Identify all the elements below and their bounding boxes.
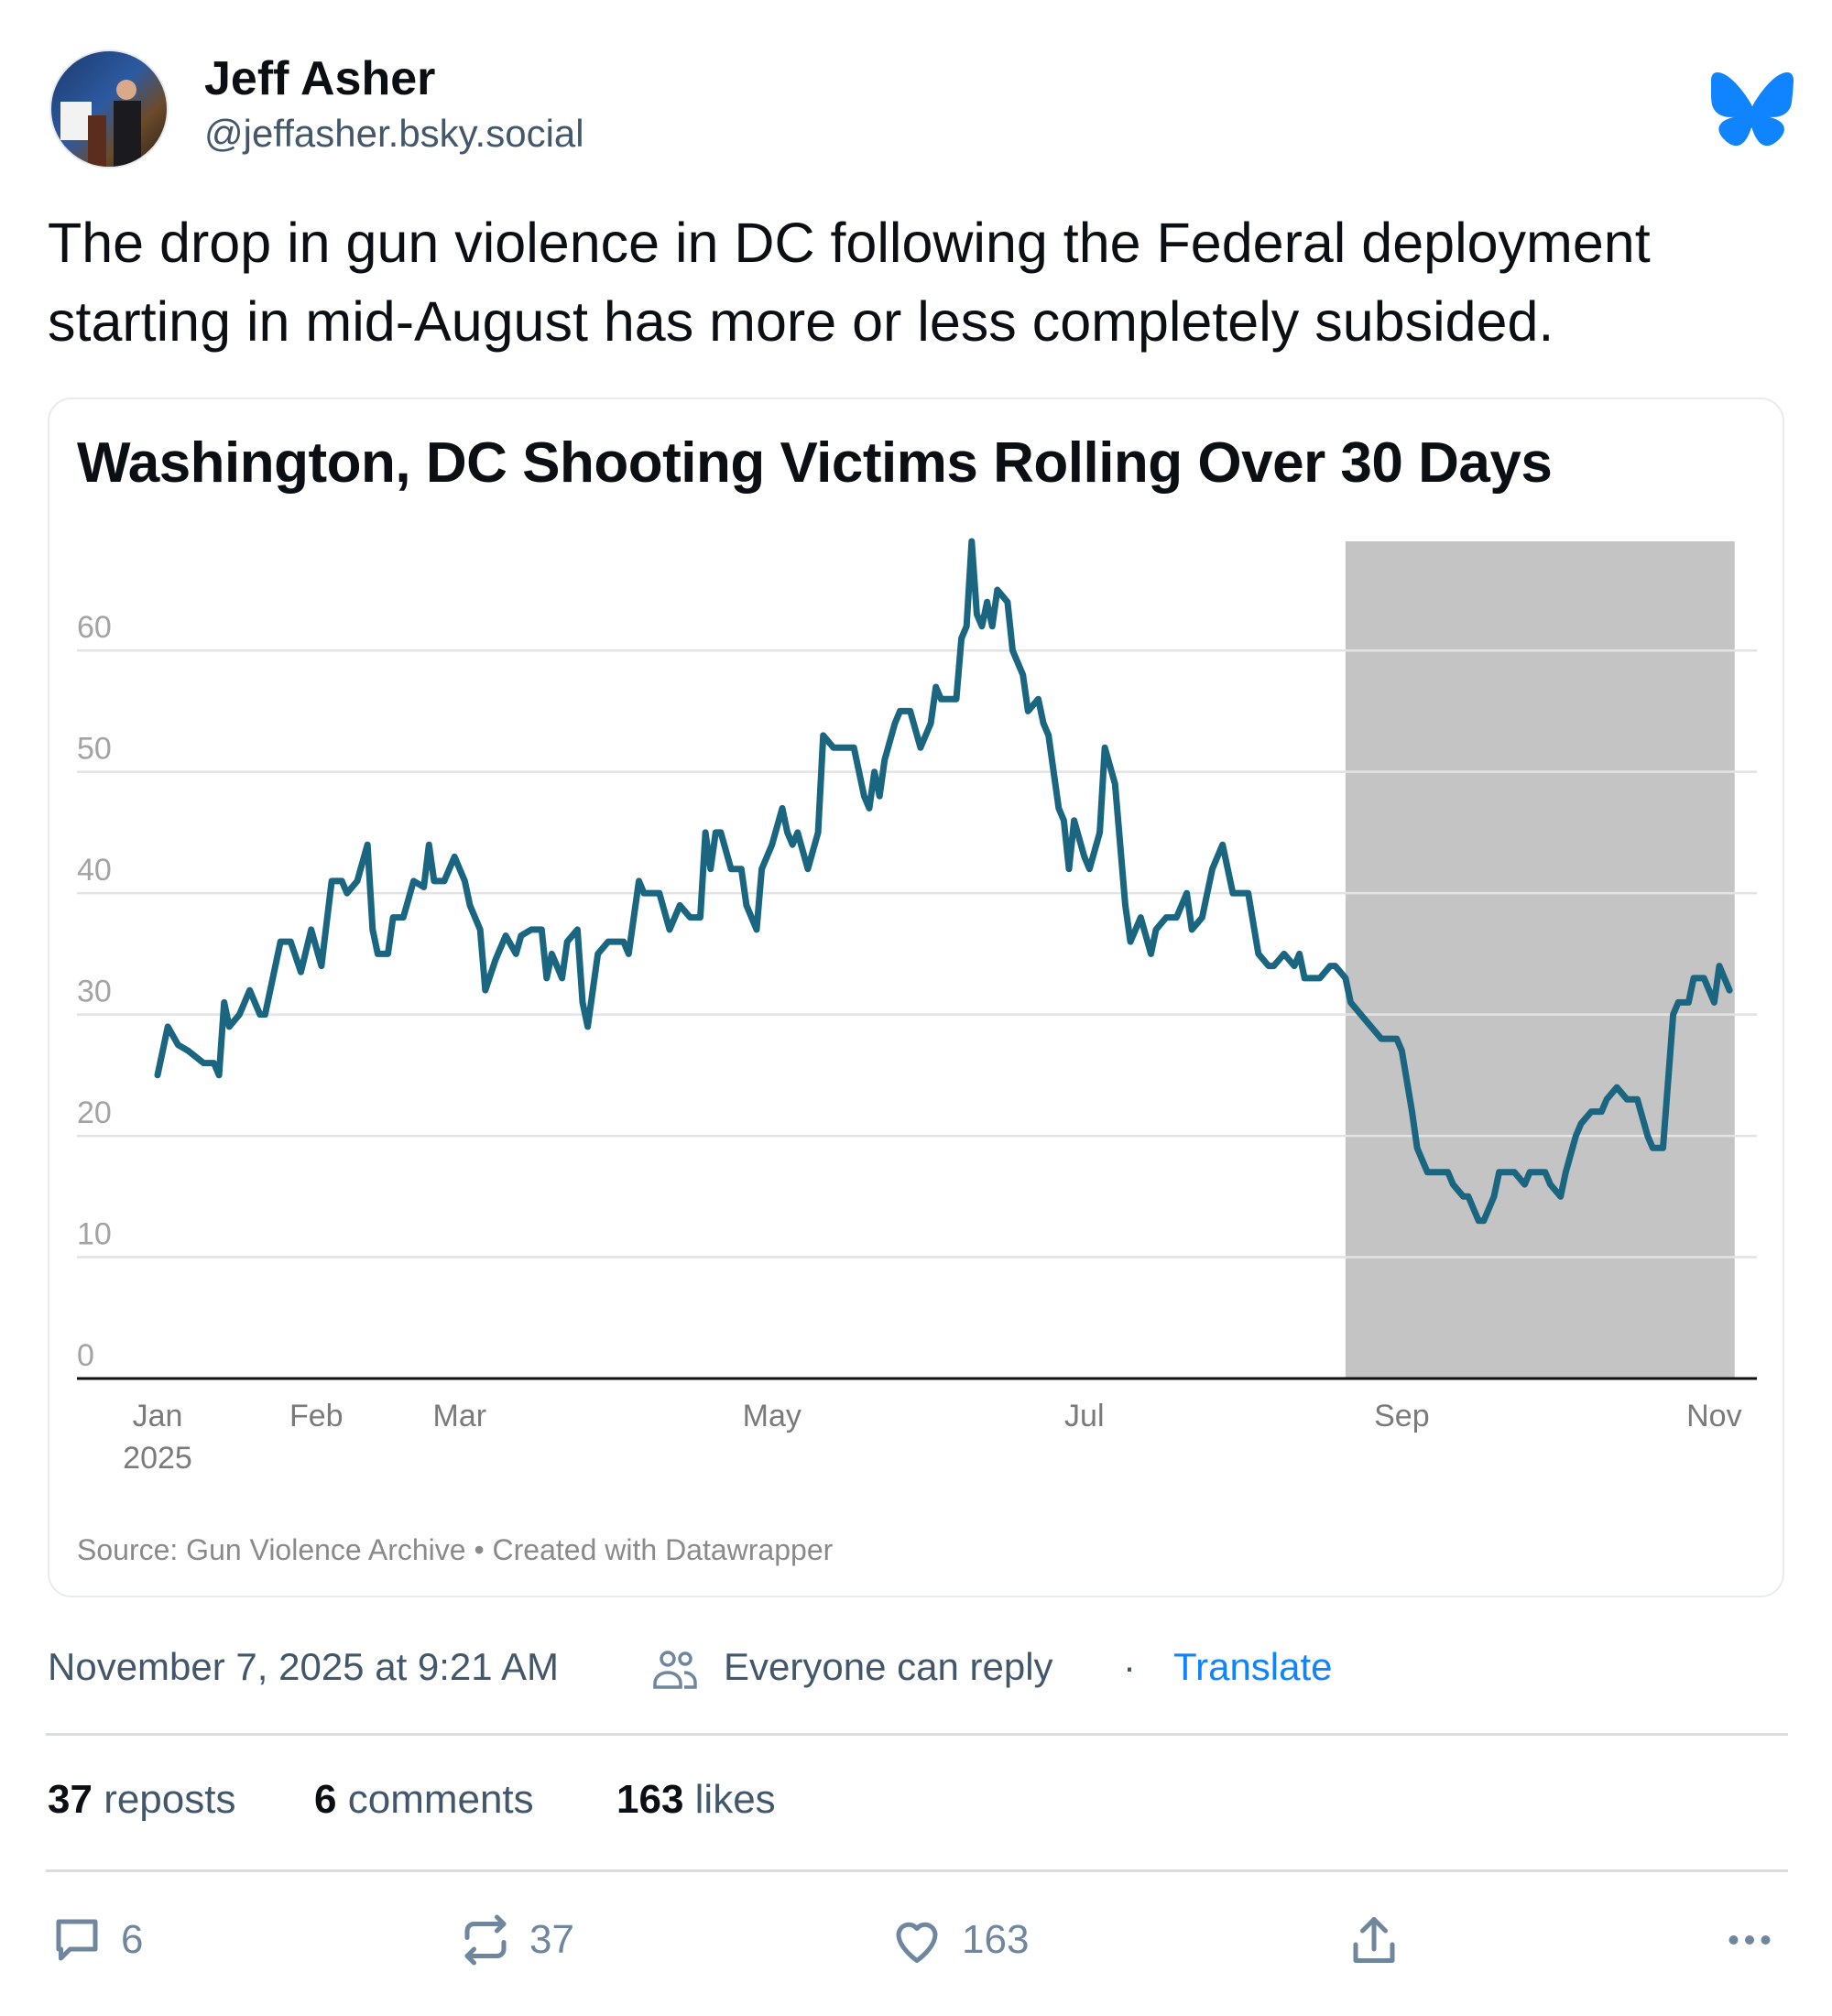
x-tick-label: Sep: [1374, 1399, 1430, 1433]
heart-icon: [896, 1922, 938, 1963]
translate-link[interactable]: Translate: [1173, 1645, 1333, 1688]
share-icon: [1353, 1917, 1395, 1963]
share-button[interactable]: [1347, 1912, 1418, 1967]
x-tick-label: Jan: [133, 1399, 183, 1433]
divider: [46, 1733, 1788, 1736]
repost-icon: [464, 1914, 507, 1966]
like-button[interactable]: 163: [889, 1912, 1029, 1967]
bluesky-butterfly-icon[interactable]: [1711, 71, 1794, 147]
comments-stat[interactable]: 6 comments: [314, 1777, 534, 1823]
like-count: 163: [962, 1917, 1030, 1962]
y-tick-label: 10: [77, 1217, 112, 1252]
chart-source: Source: Gun Violence Archive • Created w…: [77, 1533, 834, 1566]
post-timestamp[interactable]: November 7, 2025 at 9:21 AM: [48, 1645, 559, 1688]
divider: [46, 1869, 1788, 1872]
x-tick-label: Jul: [1064, 1399, 1104, 1433]
likes-count: 163: [616, 1777, 684, 1822]
repost-count: 37: [529, 1917, 574, 1962]
more-options-button[interactable]: [1722, 1912, 1794, 1967]
likes-label: likes: [694, 1777, 776, 1822]
y-tick-label: 50: [77, 732, 112, 767]
repost-button[interactable]: 37: [458, 1912, 574, 1967]
x-tick-label: Feb: [289, 1399, 344, 1433]
avatar-photo: [60, 80, 141, 167]
series-line: [154, 538, 1733, 1225]
x-tick-label: Mar: [433, 1399, 487, 1433]
reposts-stat[interactable]: 37 reposts: [48, 1777, 235, 1823]
chart-embed-card[interactable]: [48, 398, 1784, 1597]
y-tick-label: 30: [77, 975, 112, 1009]
more-icon: [1728, 1935, 1771, 1945]
avatar[interactable]: [49, 49, 169, 169]
reply-count: 6: [121, 1917, 144, 1962]
reply-setting[interactable]: Everyone can reply: [724, 1645, 1053, 1688]
y-tick-label: 40: [77, 853, 112, 888]
shaded-period: [1345, 541, 1735, 1379]
chart-title: Washington, DC Shooting Victims Rolling …: [77, 431, 1553, 495]
people-icon: [653, 1651, 697, 1689]
post-text: The drop in gun violence in DC following…: [48, 212, 1651, 353]
x-tick-year-label: 2025: [123, 1441, 192, 1476]
y-tick-label: 20: [77, 1095, 112, 1130]
reply-button[interactable]: 6: [49, 1912, 143, 1967]
line-chart: 0 10 20 30 40 50 60 Jan 2025 Feb Mar May Jul Sep Nov: [77, 538, 1757, 1476]
reposts-count: 37: [48, 1777, 93, 1822]
separator-dot: ·: [1123, 1645, 1136, 1688]
y-tick-label: 0: [77, 1338, 94, 1373]
y-tick-label: 60: [77, 610, 112, 645]
x-tick-label: Nov: [1686, 1399, 1741, 1433]
x-tick-label: May: [743, 1399, 802, 1433]
comments-count: 6: [314, 1777, 337, 1822]
author-handle[interactable]: @jeffasher.bsky.social: [204, 112, 584, 155]
reposts-label: reposts: [104, 1777, 236, 1822]
comment-icon: [56, 1919, 98, 1961]
likes-stat[interactable]: 163 likes: [616, 1777, 776, 1823]
author-name[interactable]: Jeff Asher: [204, 52, 436, 105]
comments-label: comments: [347, 1777, 534, 1822]
